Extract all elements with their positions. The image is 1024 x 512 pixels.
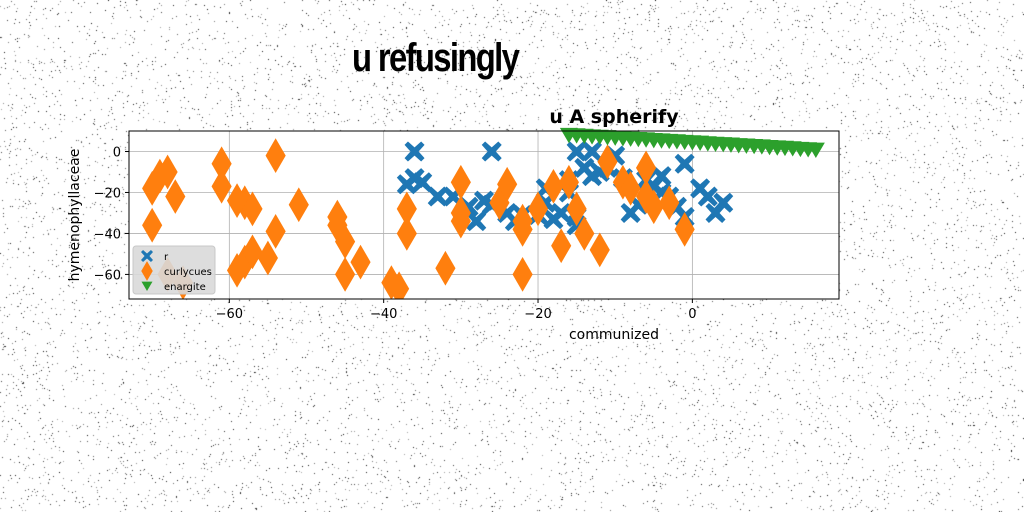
data-point xyxy=(527,191,549,227)
y-tick-label: −40 xyxy=(94,227,121,242)
data-point xyxy=(643,189,664,225)
data-point xyxy=(768,140,787,156)
data-point xyxy=(737,138,756,154)
data-point xyxy=(613,131,632,147)
data-point xyxy=(543,168,564,204)
data-point xyxy=(404,141,425,162)
data-point xyxy=(497,166,518,202)
series-curlycues xyxy=(142,138,695,299)
data-point xyxy=(644,133,663,149)
data-point xyxy=(396,174,417,195)
data-point xyxy=(265,214,286,249)
data-point xyxy=(659,185,680,221)
legend-label: curlycues xyxy=(164,267,212,278)
data-point xyxy=(574,216,595,251)
data-point xyxy=(583,129,602,145)
data-point xyxy=(234,185,255,221)
data-point xyxy=(635,150,657,186)
data-point xyxy=(675,134,694,151)
data-point xyxy=(288,187,309,223)
data-point xyxy=(396,216,417,251)
data-point xyxy=(149,158,170,194)
data-point xyxy=(450,203,471,239)
data-point xyxy=(257,240,278,276)
data-point xyxy=(566,191,587,227)
legend-marker-curlycues xyxy=(141,261,153,281)
data-point xyxy=(598,130,617,146)
data-point xyxy=(335,224,356,259)
data-point xyxy=(566,141,587,162)
data-point xyxy=(489,185,510,221)
data-point xyxy=(783,141,802,157)
legend-label: enargite xyxy=(164,282,206,293)
data-point xyxy=(706,136,725,153)
x-tick-label: −40 xyxy=(370,307,397,322)
data-point xyxy=(481,141,502,162)
data-point xyxy=(697,186,718,207)
x-axis-label: communized xyxy=(569,327,659,343)
y-tick-label: 0 xyxy=(113,145,121,160)
data-point xyxy=(567,128,586,144)
legend-marker-enargite xyxy=(141,281,153,291)
data-point xyxy=(412,172,433,193)
data-point xyxy=(551,228,572,264)
data-point xyxy=(721,137,740,153)
data-point xyxy=(435,250,456,286)
legend: r curlycues enargite xyxy=(132,245,216,295)
legend-marker-r xyxy=(141,250,153,262)
data-point xyxy=(691,135,710,151)
data-point xyxy=(551,202,572,223)
x-tick-label: 0 xyxy=(688,307,696,322)
legend-label: r xyxy=(164,252,169,263)
data-point xyxy=(466,211,487,232)
data-point xyxy=(512,257,533,292)
data-point xyxy=(589,232,610,268)
data-point xyxy=(265,138,286,173)
data-point xyxy=(157,154,178,190)
data-point xyxy=(674,153,695,174)
ticks: −60 −40 −20 0 0 −20 −40 −60 xyxy=(94,145,697,322)
data-point xyxy=(713,192,734,213)
data-point xyxy=(582,141,603,162)
x-tick-label: −20 xyxy=(524,307,551,322)
data-point xyxy=(660,133,679,150)
data-point xyxy=(651,166,672,187)
data-point xyxy=(226,252,248,288)
data-point xyxy=(396,191,417,227)
data-point xyxy=(620,171,641,206)
data-point xyxy=(242,234,263,270)
legend-box xyxy=(132,245,216,295)
chart-title: u A spherify xyxy=(549,106,679,128)
data-point xyxy=(142,207,163,243)
data-point xyxy=(450,164,471,200)
data-point xyxy=(242,191,263,227)
data-point xyxy=(512,203,533,239)
data-point xyxy=(389,271,410,299)
data-point xyxy=(165,179,186,214)
plot-frame xyxy=(128,130,840,300)
data-point xyxy=(799,142,818,158)
data-point xyxy=(211,146,232,182)
data-point xyxy=(674,211,695,247)
data-point xyxy=(558,164,579,200)
data-point xyxy=(335,257,356,292)
data-point xyxy=(629,131,648,148)
series-enargite xyxy=(559,127,825,158)
y-axis-label: hymenophyllaceae xyxy=(67,149,83,282)
data-point xyxy=(597,144,618,180)
data-point xyxy=(427,186,448,207)
data-point xyxy=(582,166,603,187)
data-point xyxy=(612,164,633,200)
y-tick-label: −20 xyxy=(94,186,121,201)
data-points xyxy=(142,127,825,299)
data-point xyxy=(350,244,371,280)
y-tick-label: −60 xyxy=(94,268,121,283)
data-point xyxy=(752,139,771,155)
figure-title: u refusingly xyxy=(352,36,520,80)
data-point xyxy=(211,168,232,204)
x-tick-label: −60 xyxy=(216,307,243,322)
data-point xyxy=(234,244,255,280)
